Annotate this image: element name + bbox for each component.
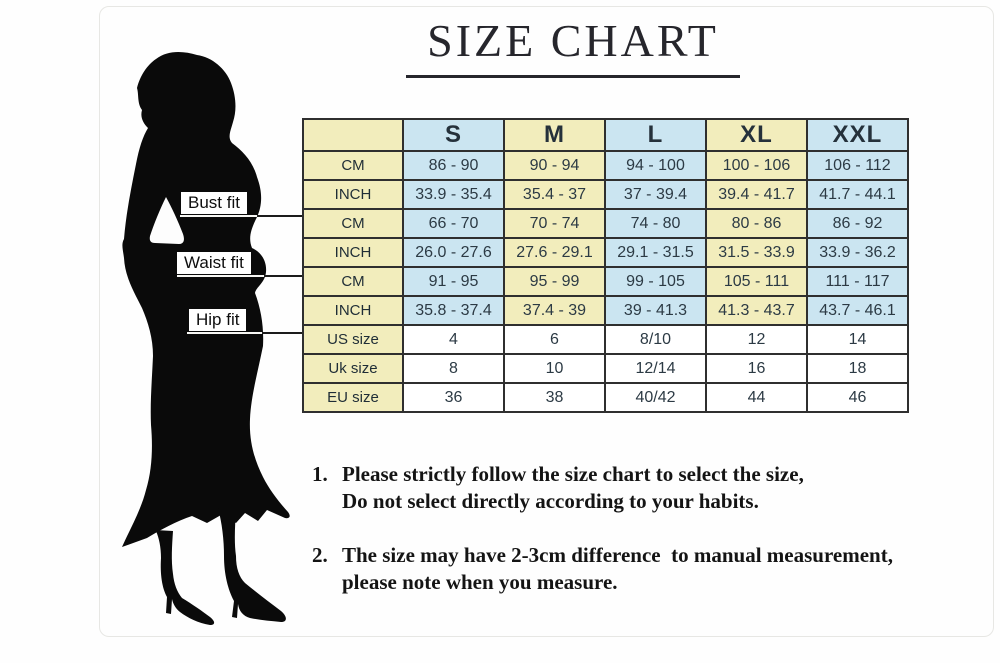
- silhouette-right-leg-heel: [218, 508, 286, 622]
- waist-fit-pointer-line: [177, 275, 302, 277]
- silhouette-left-leg-heel: [155, 530, 215, 625]
- table-cell: 8: [402, 353, 505, 384]
- table-cell: 74 - 80: [604, 208, 707, 239]
- table-cell: 70 - 74: [503, 208, 606, 239]
- row-label-cell: CM: [302, 208, 404, 239]
- table-cell: 10: [503, 353, 606, 384]
- size-table-header-row: S M L XL XXL: [302, 118, 909, 152]
- row-label-cell: EU size: [302, 382, 404, 413]
- row-label-cell: INCH: [302, 237, 404, 268]
- table-cell: 41.7 - 44.1: [806, 179, 909, 210]
- table-cell: 29.1 - 31.5: [604, 237, 707, 268]
- table-cell: 12: [705, 324, 808, 355]
- table-cell: 33.9 - 35.4: [402, 179, 505, 210]
- silhouette-body-shape: [122, 52, 290, 547]
- table-cell: 39 - 41.3: [604, 295, 707, 326]
- page-title: SIZE CHART: [406, 14, 740, 78]
- table-cell: 31.5 - 33.9: [705, 237, 808, 268]
- row-label-cell: Uk size: [302, 353, 404, 384]
- table-cell: 95 - 99: [503, 266, 606, 297]
- size-column-header-m: M: [503, 118, 606, 152]
- size-column-header-xl: XL: [705, 118, 808, 152]
- note-text: The size may have 2-3cm difference to ma…: [342, 542, 893, 596]
- arm-gap-cutout: [149, 197, 184, 244]
- table-cell: 86 - 92: [806, 208, 909, 239]
- bust-fit-label: Bust fit: [181, 192, 247, 214]
- row-label-cell: US size: [302, 324, 404, 355]
- table-cell: 35.8 - 37.4: [402, 295, 505, 326]
- table-cell: 38: [503, 382, 606, 413]
- note-item-2: 2. The size may have 2-3cm difference to…: [312, 542, 893, 596]
- table-cell: 91 - 95: [402, 266, 505, 297]
- size-column-header-xxl: XXL: [806, 118, 909, 152]
- size-column-header-l: L: [604, 118, 707, 152]
- table-cell: 40/42: [604, 382, 707, 413]
- waist-inch-row: INCH 26.0 - 27.6 27.6 - 29.1 29.1 - 31.5…: [302, 237, 909, 268]
- size-column-header-s: S: [402, 118, 505, 152]
- table-cell: 35.4 - 37: [503, 179, 606, 210]
- table-cell: 33.9 - 36.2: [806, 237, 909, 268]
- table-corner-cell: [302, 118, 404, 152]
- table-cell: 44: [705, 382, 808, 413]
- table-cell: 26.0 - 27.6: [402, 237, 505, 268]
- table-cell: 80 - 86: [705, 208, 808, 239]
- table-cell: 39.4 - 41.7: [705, 179, 808, 210]
- note-line: Please strictly follow the size chart to…: [342, 462, 804, 486]
- hip-fit-label: Hip fit: [189, 309, 247, 331]
- table-cell: 86 - 90: [402, 150, 505, 181]
- table-cell: 90 - 94: [503, 150, 606, 181]
- table-cell: 105 - 111: [705, 266, 808, 297]
- table-cell: 106 - 112: [806, 150, 909, 181]
- row-label-cell: INCH: [302, 295, 404, 326]
- note-text: Please strictly follow the size chart to…: [342, 461, 804, 515]
- table-cell: 37 - 39.4: [604, 179, 707, 210]
- hip-fit-pointer-line: [187, 332, 302, 334]
- table-cell: 46: [806, 382, 909, 413]
- row-label-cell: INCH: [302, 179, 404, 210]
- table-cell: 16: [705, 353, 808, 384]
- table-cell: 37.4 - 39: [503, 295, 606, 326]
- bust-inch-row: INCH 33.9 - 35.4 35.4 - 37 37 - 39.4 39.…: [302, 179, 909, 210]
- table-cell: 111 - 117: [806, 266, 909, 297]
- table-cell: 14: [806, 324, 909, 355]
- table-cell: 36: [402, 382, 505, 413]
- uk-size-row: Uk size 8 10 12/14 16 18: [302, 353, 909, 384]
- bust-fit-pointer-line: [180, 215, 302, 217]
- table-cell: 41.3 - 43.7: [705, 295, 808, 326]
- eu-size-row: EU size 36 38 40/42 44 46: [302, 382, 909, 413]
- note-item-1: 1. Please strictly follow the size chart…: [312, 461, 804, 515]
- waist-cm-row: CM 66 - 70 70 - 74 74 - 80 80 - 86 86 - …: [302, 208, 909, 239]
- table-cell: 94 - 100: [604, 150, 707, 181]
- hip-inch-row: INCH 35.8 - 37.4 37.4 - 39 39 - 41.3 41.…: [302, 295, 909, 326]
- row-label-cell: CM: [302, 266, 404, 297]
- waist-fit-label: Waist fit: [177, 252, 251, 274]
- table-cell: 27.6 - 29.1: [503, 237, 606, 268]
- table-cell: 66 - 70: [402, 208, 505, 239]
- note-number: 2.: [312, 543, 328, 567]
- table-cell: 6: [503, 324, 606, 355]
- table-cell: 43.7 - 46.1: [806, 295, 909, 326]
- note-line: Do not select directly according to your…: [342, 489, 759, 513]
- row-label-cell: CM: [302, 150, 404, 181]
- note-line: The size may have 2-3cm difference to ma…: [342, 543, 893, 567]
- table-cell: 18: [806, 353, 909, 384]
- table-cell: 8/10: [604, 324, 707, 355]
- us-size-row: US size 4 6 8/10 12 14: [302, 324, 909, 355]
- table-cell: 100 - 106: [705, 150, 808, 181]
- bust-cm-row: CM 86 - 90 90 - 94 94 - 100 100 - 106 10…: [302, 150, 909, 181]
- size-table: S M L XL XXL CM 86 - 90 90 - 94 94 - 100…: [302, 118, 909, 413]
- table-cell: 4: [402, 324, 505, 355]
- table-cell: 12/14: [604, 353, 707, 384]
- table-cell: 99 - 105: [604, 266, 707, 297]
- hip-cm-row: CM 91 - 95 95 - 99 99 - 105 105 - 111 11…: [302, 266, 909, 297]
- note-line: please note when you measure.: [342, 570, 618, 594]
- note-number: 1.: [312, 462, 328, 486]
